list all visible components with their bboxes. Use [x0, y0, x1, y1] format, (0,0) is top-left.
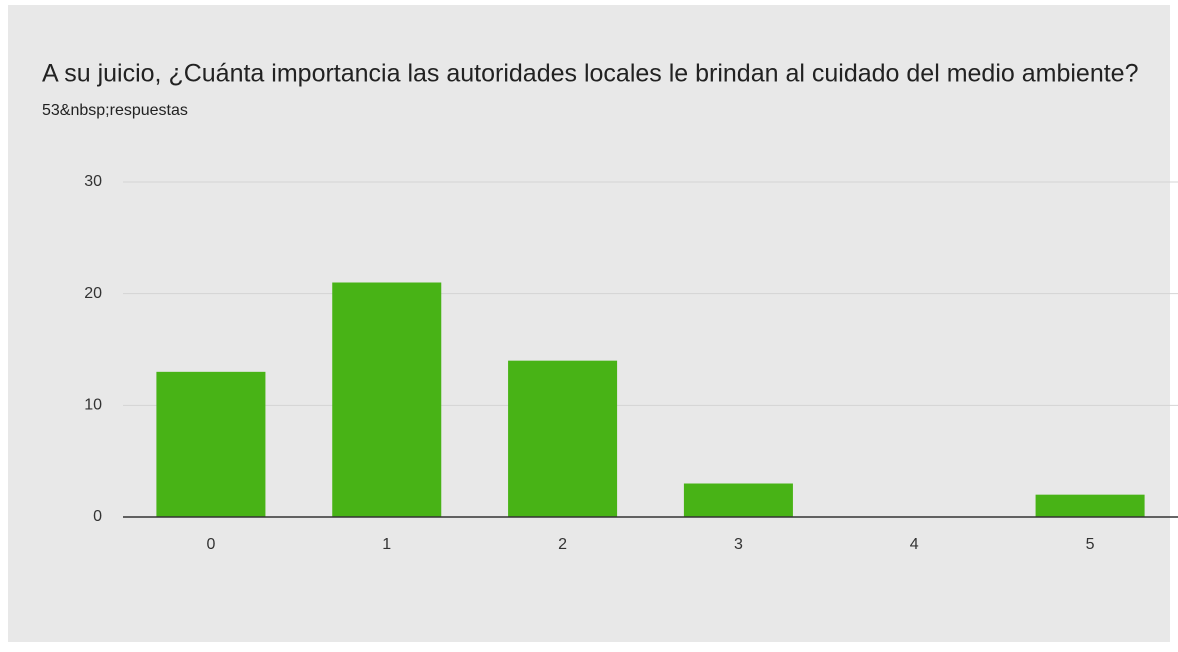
y-tick-label: 0: [93, 508, 102, 525]
bar: [156, 371, 266, 517]
chart-title: A su juicio, ¿Cuánta importancia las aut…: [42, 60, 1138, 88]
bar: [683, 483, 793, 517]
x-tick-label: 0: [206, 536, 215, 553]
x-tick-label: 3: [734, 536, 743, 553]
chart-subtitle: 53&nbsp;respuestas: [42, 102, 188, 119]
y-tick-label: 20: [84, 285, 102, 302]
x-tick-label: 2: [558, 536, 567, 553]
x-tick-label: 4: [910, 536, 919, 553]
x-tick-label: 1: [382, 536, 391, 553]
y-tick-label: 30: [84, 173, 102, 190]
bar: [1035, 494, 1145, 517]
y-tick-label: 10: [84, 397, 102, 414]
bar: [332, 282, 442, 517]
bar: [508, 360, 618, 517]
card-background: [8, 5, 1170, 642]
x-tick-label: 5: [1086, 536, 1095, 553]
